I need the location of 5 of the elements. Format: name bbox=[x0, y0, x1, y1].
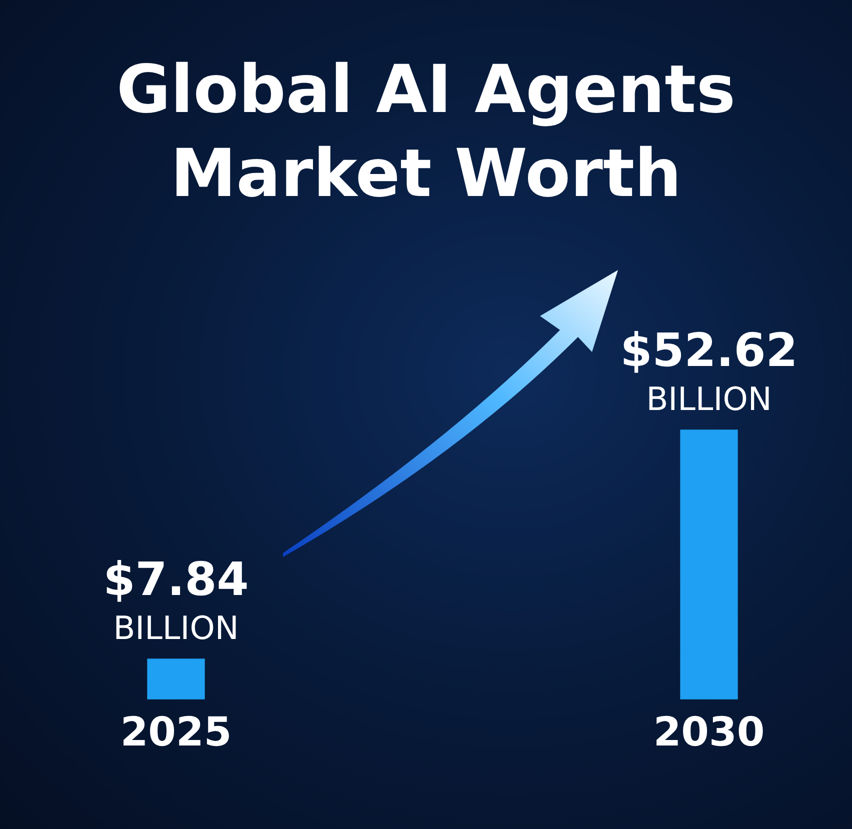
x-tick-label: 2025 bbox=[120, 709, 232, 756]
x-tick-label: 2030 bbox=[653, 709, 765, 756]
data-label: $7.84 BILLION bbox=[103, 552, 249, 647]
data-label: $52.62 BILLION bbox=[620, 323, 798, 418]
chart-title: Global AI Agents Market Worth bbox=[115, 50, 737, 214]
